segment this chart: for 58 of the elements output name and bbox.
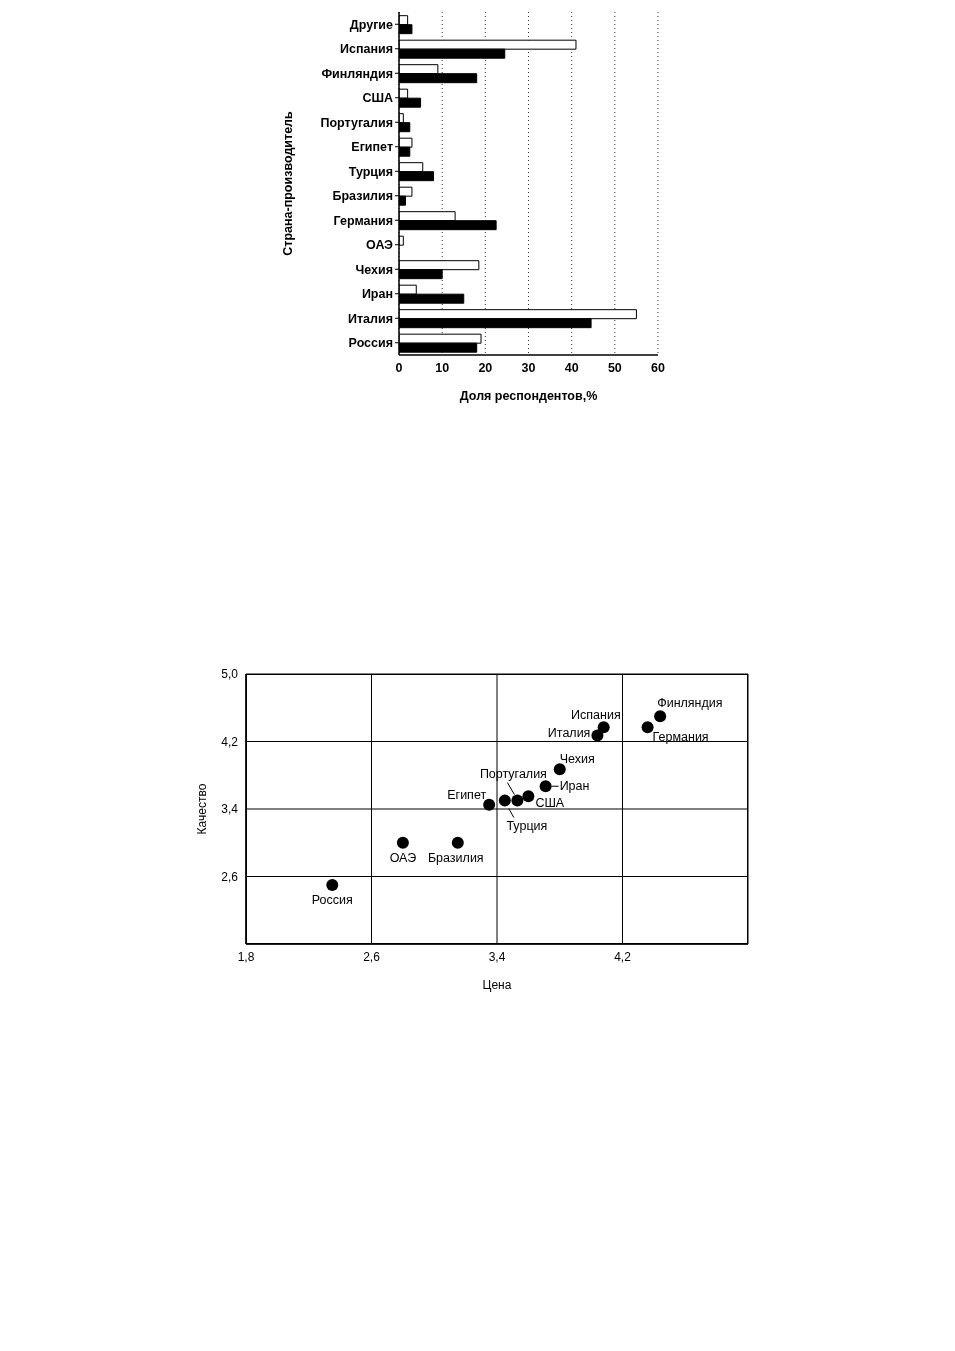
annotation: Чехия bbox=[559, 752, 595, 767]
point bbox=[553, 763, 566, 776]
y-tick-label: США bbox=[362, 91, 393, 106]
annotation: США bbox=[535, 796, 565, 811]
x-tick-label: 3,4 bbox=[488, 949, 506, 964]
x-tick-label: 0 bbox=[395, 360, 403, 375]
x-tick-label: 40 bbox=[564, 360, 579, 375]
annotation: Россия bbox=[311, 892, 353, 907]
y-tick-label: Бразилия bbox=[332, 189, 393, 204]
y-tick-label: Египет bbox=[351, 140, 393, 155]
y-tick-label: Другие bbox=[349, 17, 394, 32]
x-tick-label: 60 bbox=[651, 360, 665, 375]
y-tick-label: 5,0 bbox=[221, 667, 239, 682]
y-tick-label: ОАЭ bbox=[365, 238, 394, 253]
y-tick-label: Турция bbox=[348, 164, 393, 179]
point bbox=[539, 780, 552, 793]
y-axis-title: Страна-производитель bbox=[281, 110, 296, 256]
annotation: Испания bbox=[571, 708, 621, 723]
annotation: Германия bbox=[652, 730, 709, 745]
x-axis-title: Цена bbox=[482, 978, 512, 992]
annotation: Бразилия bbox=[427, 850, 484, 865]
x-tick-label: 50 bbox=[607, 360, 622, 375]
annotation: ОАЭ bbox=[389, 850, 417, 865]
annotation: Египет bbox=[447, 787, 487, 802]
annotation: Португалия bbox=[479, 766, 547, 781]
y-tick-label: Германия bbox=[333, 213, 393, 228]
point bbox=[451, 836, 464, 849]
point bbox=[483, 798, 496, 811]
x-axis-title: Доля респондентов,% bbox=[459, 389, 598, 403]
y-tick-label: Испания bbox=[340, 42, 393, 57]
annotation: Иран bbox=[559, 779, 590, 794]
point bbox=[641, 721, 654, 734]
point bbox=[498, 794, 511, 807]
x-tick-label: 4,2 bbox=[614, 949, 632, 964]
point bbox=[511, 794, 524, 807]
y-tick-label: Италия bbox=[348, 311, 393, 326]
y-tick-label: 2,6 bbox=[221, 869, 239, 884]
point bbox=[654, 710, 667, 723]
y-tick-label: Иран bbox=[361, 287, 393, 302]
point bbox=[597, 721, 610, 734]
y-tick-label: 4,2 bbox=[221, 734, 239, 749]
point bbox=[326, 878, 339, 891]
y-tick-label: Португалия bbox=[320, 115, 393, 130]
y-tick-label: 3,4 bbox=[221, 802, 239, 817]
x-tick-label: 1,8 bbox=[237, 949, 255, 964]
x-tick-label: 30 bbox=[521, 360, 536, 375]
x-tick-label: 10 bbox=[435, 360, 450, 375]
point bbox=[591, 729, 604, 742]
x-tick-label: 20 bbox=[478, 360, 493, 375]
annotation: Финляндия bbox=[657, 696, 723, 711]
y-tick-label: Финляндия bbox=[321, 66, 393, 81]
y-tick-label: Чехия bbox=[355, 262, 393, 277]
annotation: Италия bbox=[547, 725, 591, 740]
point bbox=[522, 790, 535, 803]
y-axis-title: Качество bbox=[195, 783, 210, 835]
point bbox=[396, 836, 409, 849]
y-tick-label: Россия bbox=[348, 336, 393, 351]
annotation: Турция bbox=[506, 818, 548, 833]
